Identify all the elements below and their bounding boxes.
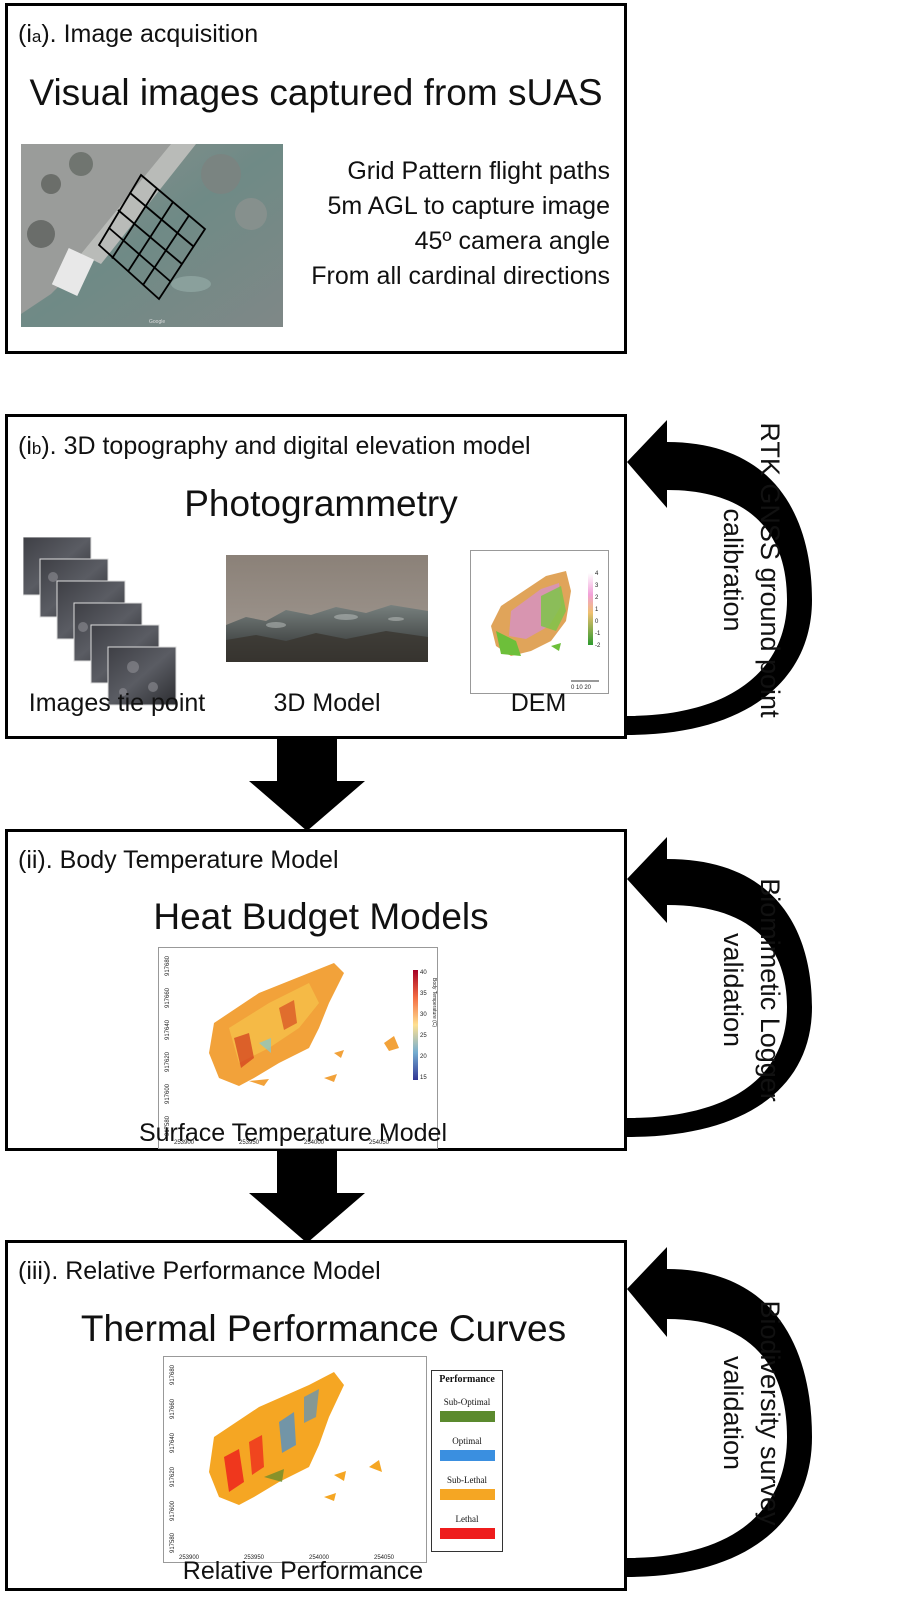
step-label-ii: (ii). Body Temperature Model — [18, 846, 339, 874]
legend-swatch-optimal — [439, 1450, 495, 1461]
panel-image-acquisition: (ia). Image acquisition Visual images ca… — [5, 3, 627, 354]
svg-text:917600: 917600 — [165, 1083, 171, 1104]
side-note-rtk: RTK GNSS ground point calibration — [718, 422, 785, 718]
legend-swatch-sub-optimal — [439, 1411, 495, 1422]
legend-item-lethal: Lethal — [432, 1514, 502, 1539]
svg-text:917640: 917640 — [170, 1432, 176, 1453]
colorbar-ticks: 40 35 30 25 20 15 — [420, 970, 427, 1081]
aerial-map-image: Google — [21, 144, 283, 327]
flight-grid — [97, 173, 207, 301]
svg-text:20: 20 — [420, 1054, 427, 1060]
legend-title: Performance — [439, 1374, 495, 1385]
panel-relative-performance: (iii). Relative Performance Model Therma… — [5, 1240, 627, 1591]
performance-legend: Performance Sub-Optimal Optimal Sub-Leth… — [431, 1370, 503, 1552]
legend-item-sub-optimal: Sub-Optimal — [432, 1397, 502, 1422]
svg-text:917620: 917620 — [165, 1051, 171, 1072]
note-cardinal: From all cardinal directions — [311, 262, 610, 290]
svg-text:254000: 254000 — [309, 1555, 330, 1561]
relative-performance-map: 917680 917660 917640 917620 917600 91758… — [163, 1356, 427, 1563]
caption-surface-temp: Surface Temperature Model — [138, 1119, 448, 1147]
heading-photogrammetry: Photogrammetry — [184, 483, 458, 524]
caption-dem: DEM — [510, 689, 567, 717]
y-axis-ticks: 917680 917660 917640 917620 917600 91758… — [170, 1364, 176, 1553]
svg-text:15: 15 — [420, 1075, 427, 1081]
y-axis-ticks: 917680 917660 917640 917620 917600 91758… — [165, 955, 171, 1136]
dem-scalebar: 0 10 20 — [571, 685, 592, 691]
svg-text:917600: 917600 — [170, 1500, 176, 1521]
x-axis-ticks: 253900 253950 254000 254050 — [174, 1140, 390, 1146]
feedback-arrow-biodiversity — [627, 1247, 817, 1582]
step-label-ib: (ib). 3D topography and digital elevatio… — [18, 432, 531, 460]
svg-text:254050: 254050 — [374, 1555, 395, 1561]
svg-text:253950: 253950 — [239, 1140, 260, 1146]
note-grid-pattern: Grid Pattern flight paths — [347, 157, 610, 185]
feedback-arrow-rtk — [627, 420, 817, 740]
temperature-colorbar — [413, 970, 418, 1080]
heading-heat-budget: Heat Budget Models — [153, 896, 489, 937]
dem-image: 4 3 2 1 0 -1 -2 0 10 20 — [470, 550, 609, 694]
caption-tie-point: Images tie point — [28, 689, 206, 717]
feedback-arrow-biomimetic — [627, 837, 817, 1147]
note-agl: 5m AGL to capture image — [327, 192, 610, 220]
side-note-biomimetic: Biomimetic Logger validation — [718, 878, 785, 1102]
svg-text:917660: 917660 — [165, 987, 171, 1008]
svg-text:2: 2 — [595, 595, 599, 601]
svg-text:35: 35 — [420, 991, 427, 997]
dem-scale-ticks: 4 3 2 1 0 -1 -2 — [595, 571, 601, 649]
legend-item-sub-lethal: Sub-Lethal — [432, 1475, 502, 1500]
map-watermark: Google — [149, 319, 165, 325]
svg-text:25: 25 — [420, 1033, 427, 1039]
legend-swatch-sub-lethal — [439, 1489, 495, 1500]
panel-body-temperature: (ii). Body Temperature Model Heat Budget… — [5, 829, 627, 1151]
svg-text:917680: 917680 — [170, 1364, 176, 1385]
down-arrow-1 — [247, 739, 367, 831]
svg-text:1: 1 — [595, 607, 599, 613]
caption-3d-model: 3D Model — [273, 689, 381, 717]
svg-text:40: 40 — [420, 970, 427, 976]
svg-text:253950: 253950 — [244, 1555, 265, 1561]
caption-relative-performance: Relative Performance — [182, 1557, 424, 1585]
svg-text:917580: 917580 — [170, 1532, 176, 1553]
svg-text:3: 3 — [595, 583, 599, 589]
heading-visual-images: Visual images captured from sUAS — [29, 72, 603, 113]
svg-text:-1: -1 — [595, 631, 601, 637]
side-note-biodiversity: Biodiversity survey validation — [718, 1300, 785, 1526]
x-axis-ticks: 253900 253950 254000 254050 — [179, 1555, 395, 1561]
legend-swatch-lethal — [439, 1528, 495, 1539]
3d-model-image — [226, 555, 428, 662]
colorbar-label: Body Temperature (C) — [431, 978, 437, 1027]
panel-photogrammetry: (ib). 3D topography and digital elevatio… — [5, 414, 627, 739]
svg-text:254050: 254050 — [369, 1140, 390, 1146]
tie-point-images — [23, 537, 193, 707]
svg-text:253900: 253900 — [174, 1140, 195, 1146]
svg-text:253900: 253900 — [179, 1555, 200, 1561]
down-arrow-2 — [247, 1151, 367, 1243]
svg-text:-2: -2 — [595, 643, 601, 649]
svg-text:30: 30 — [420, 1012, 427, 1018]
surface-temperature-map: 917680 917660 917640 917620 917600 91758… — [158, 947, 438, 1149]
svg-text:917640: 917640 — [165, 1019, 171, 1040]
note-camera-angle: 45º camera angle — [414, 227, 610, 255]
flight-notes: Grid Pattern flight paths 5m AGL to capt… — [311, 154, 610, 294]
step-label-iii: (iii). Relative Performance Model — [18, 1257, 381, 1285]
svg-text:254000: 254000 — [304, 1140, 325, 1146]
step-label-ia: (ia). Image acquisition — [18, 20, 259, 48]
svg-text:4: 4 — [595, 571, 599, 577]
legend-item-optimal: Optimal — [432, 1436, 502, 1461]
svg-text:917580: 917580 — [165, 1115, 171, 1136]
svg-text:917620: 917620 — [170, 1466, 176, 1487]
svg-text:0: 0 — [595, 619, 599, 625]
svg-text:917680: 917680 — [165, 955, 171, 976]
svg-text:917660: 917660 — [170, 1398, 176, 1419]
heading-thermal-performance: Thermal Performance Curves — [80, 1308, 567, 1349]
